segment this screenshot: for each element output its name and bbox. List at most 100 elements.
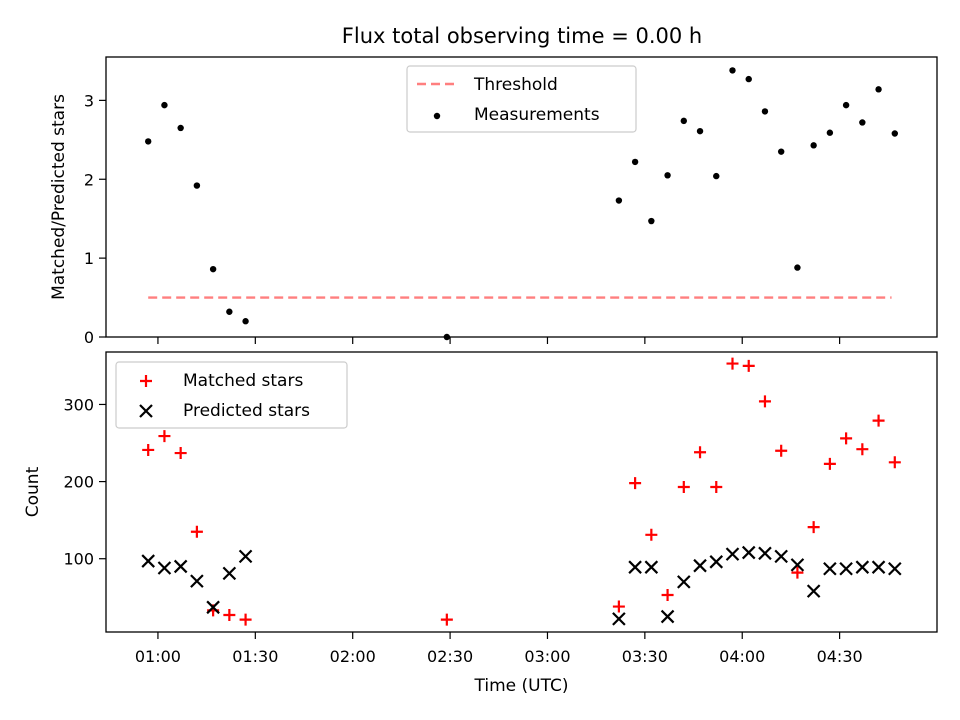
measurement-point [209, 265, 217, 273]
matched-star-point [694, 446, 707, 459]
measurement-point [761, 108, 769, 115]
matched-star-point [888, 456, 901, 469]
predicted-star-point [612, 612, 626, 626]
x-tick-label: 01:00 [135, 647, 181, 666]
x-tick-label: 01:30 [232, 647, 278, 666]
predicted-star-point [823, 561, 837, 576]
y-tick-label: 3 [84, 91, 94, 110]
matched-star-point [856, 443, 869, 456]
matched-star-point [158, 430, 171, 443]
measurement-point [842, 101, 850, 109]
predicted-star-point [709, 555, 724, 569]
matched-star-point [823, 457, 836, 470]
measurement-point [696, 127, 704, 135]
x-tick-label: 02:00 [330, 647, 376, 666]
measurement-point [177, 124, 184, 132]
matched-star-point [142, 443, 155, 456]
measurement-point [648, 217, 655, 225]
chart-title: Flux total observing time = 0.00 h [342, 24, 702, 48]
measurement-point [826, 129, 834, 136]
matched-star-point [223, 609, 236, 622]
predicted-star-point [790, 558, 805, 572]
measurement-point [631, 158, 639, 166]
predicted-star-point [677, 575, 691, 589]
x-tick-label: 03:30 [622, 647, 668, 666]
y-tick-label: 200 [63, 473, 94, 492]
y-axis-label: Matched/Predicted stars [49, 94, 69, 300]
bottom-panel: 100 200 300 01:00 01:30 02:00 02:30 03:00 03:30 0… [23, 351, 938, 696]
matched-star-point [661, 588, 674, 601]
predicted-star-point [190, 574, 204, 588]
legend: Matched stars Predicted stars [115, 361, 348, 429]
measurement-point [144, 138, 152, 145]
y-tick-label: 1 [84, 249, 94, 268]
legend-measurements-swatch [433, 112, 441, 120]
measurement-point [193, 182, 201, 189]
matched-star-point [174, 447, 187, 460]
matched-star-point [710, 480, 723, 493]
matched-star-point [645, 528, 658, 541]
legend-predicted-label: Predicted stars [183, 401, 310, 421]
y-tick-label: 2 [84, 170, 94, 189]
legend-threshold-label: Threshold [473, 75, 558, 95]
legend-predicted-swatch [139, 404, 153, 418]
measurement-point [161, 101, 168, 109]
x-tick-label: 02:30 [427, 647, 473, 666]
axes-frame [105, 351, 938, 633]
measurement-point [891, 130, 899, 137]
x-tick-label: 04:30 [817, 647, 863, 666]
matched-star-point [629, 477, 642, 490]
predicted-star-point [157, 561, 172, 575]
matched-star-point [190, 525, 203, 538]
matched-star-point [612, 600, 625, 613]
y-tick-label: 100 [63, 550, 94, 569]
predicted-star-point [774, 549, 788, 564]
measurement-point [777, 148, 785, 155]
predicted-star-point [693, 558, 707, 573]
predicted-star-point [741, 545, 756, 560]
legend-matched-label: Matched stars [183, 371, 303, 391]
predicted-star-point [758, 546, 772, 561]
legend-frame [115, 361, 348, 429]
x-tick-label: 04:00 [719, 647, 765, 666]
measurement-point [810, 142, 817, 149]
matched-star-point [758, 395, 771, 408]
y-tick-label: 0 [84, 328, 94, 347]
x-tick-label: 03:00 [524, 647, 570, 666]
measurement-point [242, 318, 249, 325]
measurement-point [680, 117, 688, 125]
predicted-star-point [725, 547, 740, 561]
predicted-star-point [222, 566, 237, 581]
matched-star-point [791, 566, 804, 579]
top-panel: 0 1 2 3 Matched/Predicted stars Threshold Meas… [49, 56, 938, 347]
predicted-star-point [855, 560, 870, 574]
predicted-star-point [839, 561, 853, 576]
predicted-star-point [871, 560, 886, 574]
predicted-star-point [888, 561, 902, 576]
measurement-point [615, 197, 623, 204]
legend-frame [406, 65, 637, 133]
matched-star-point [775, 444, 788, 457]
matched-star-point [872, 414, 885, 427]
axes-frame [105, 56, 938, 338]
predicted-star-point [206, 600, 220, 615]
legend: Threshold Measurements [406, 65, 637, 133]
matched-star-point [677, 480, 690, 493]
predicted-star-point [141, 554, 155, 568]
y-tick-label: 300 [63, 395, 94, 414]
measurement-point [713, 172, 720, 180]
predicted-star-point [644, 560, 659, 574]
legend-measurements-label: Measurements [474, 105, 600, 125]
x-axis-label: Time (UTC) [474, 676, 569, 696]
measurement-point [729, 67, 736, 74]
matched-star-point [742, 359, 755, 372]
predicted-star-point [806, 584, 821, 598]
measurement-point [745, 75, 752, 83]
measurement-point [226, 308, 233, 315]
predicted-star-point [628, 560, 642, 574]
predicted-star-point [173, 559, 188, 574]
measurement-point [664, 172, 671, 179]
matched-star-point [726, 357, 739, 370]
measurement-point [875, 86, 882, 93]
